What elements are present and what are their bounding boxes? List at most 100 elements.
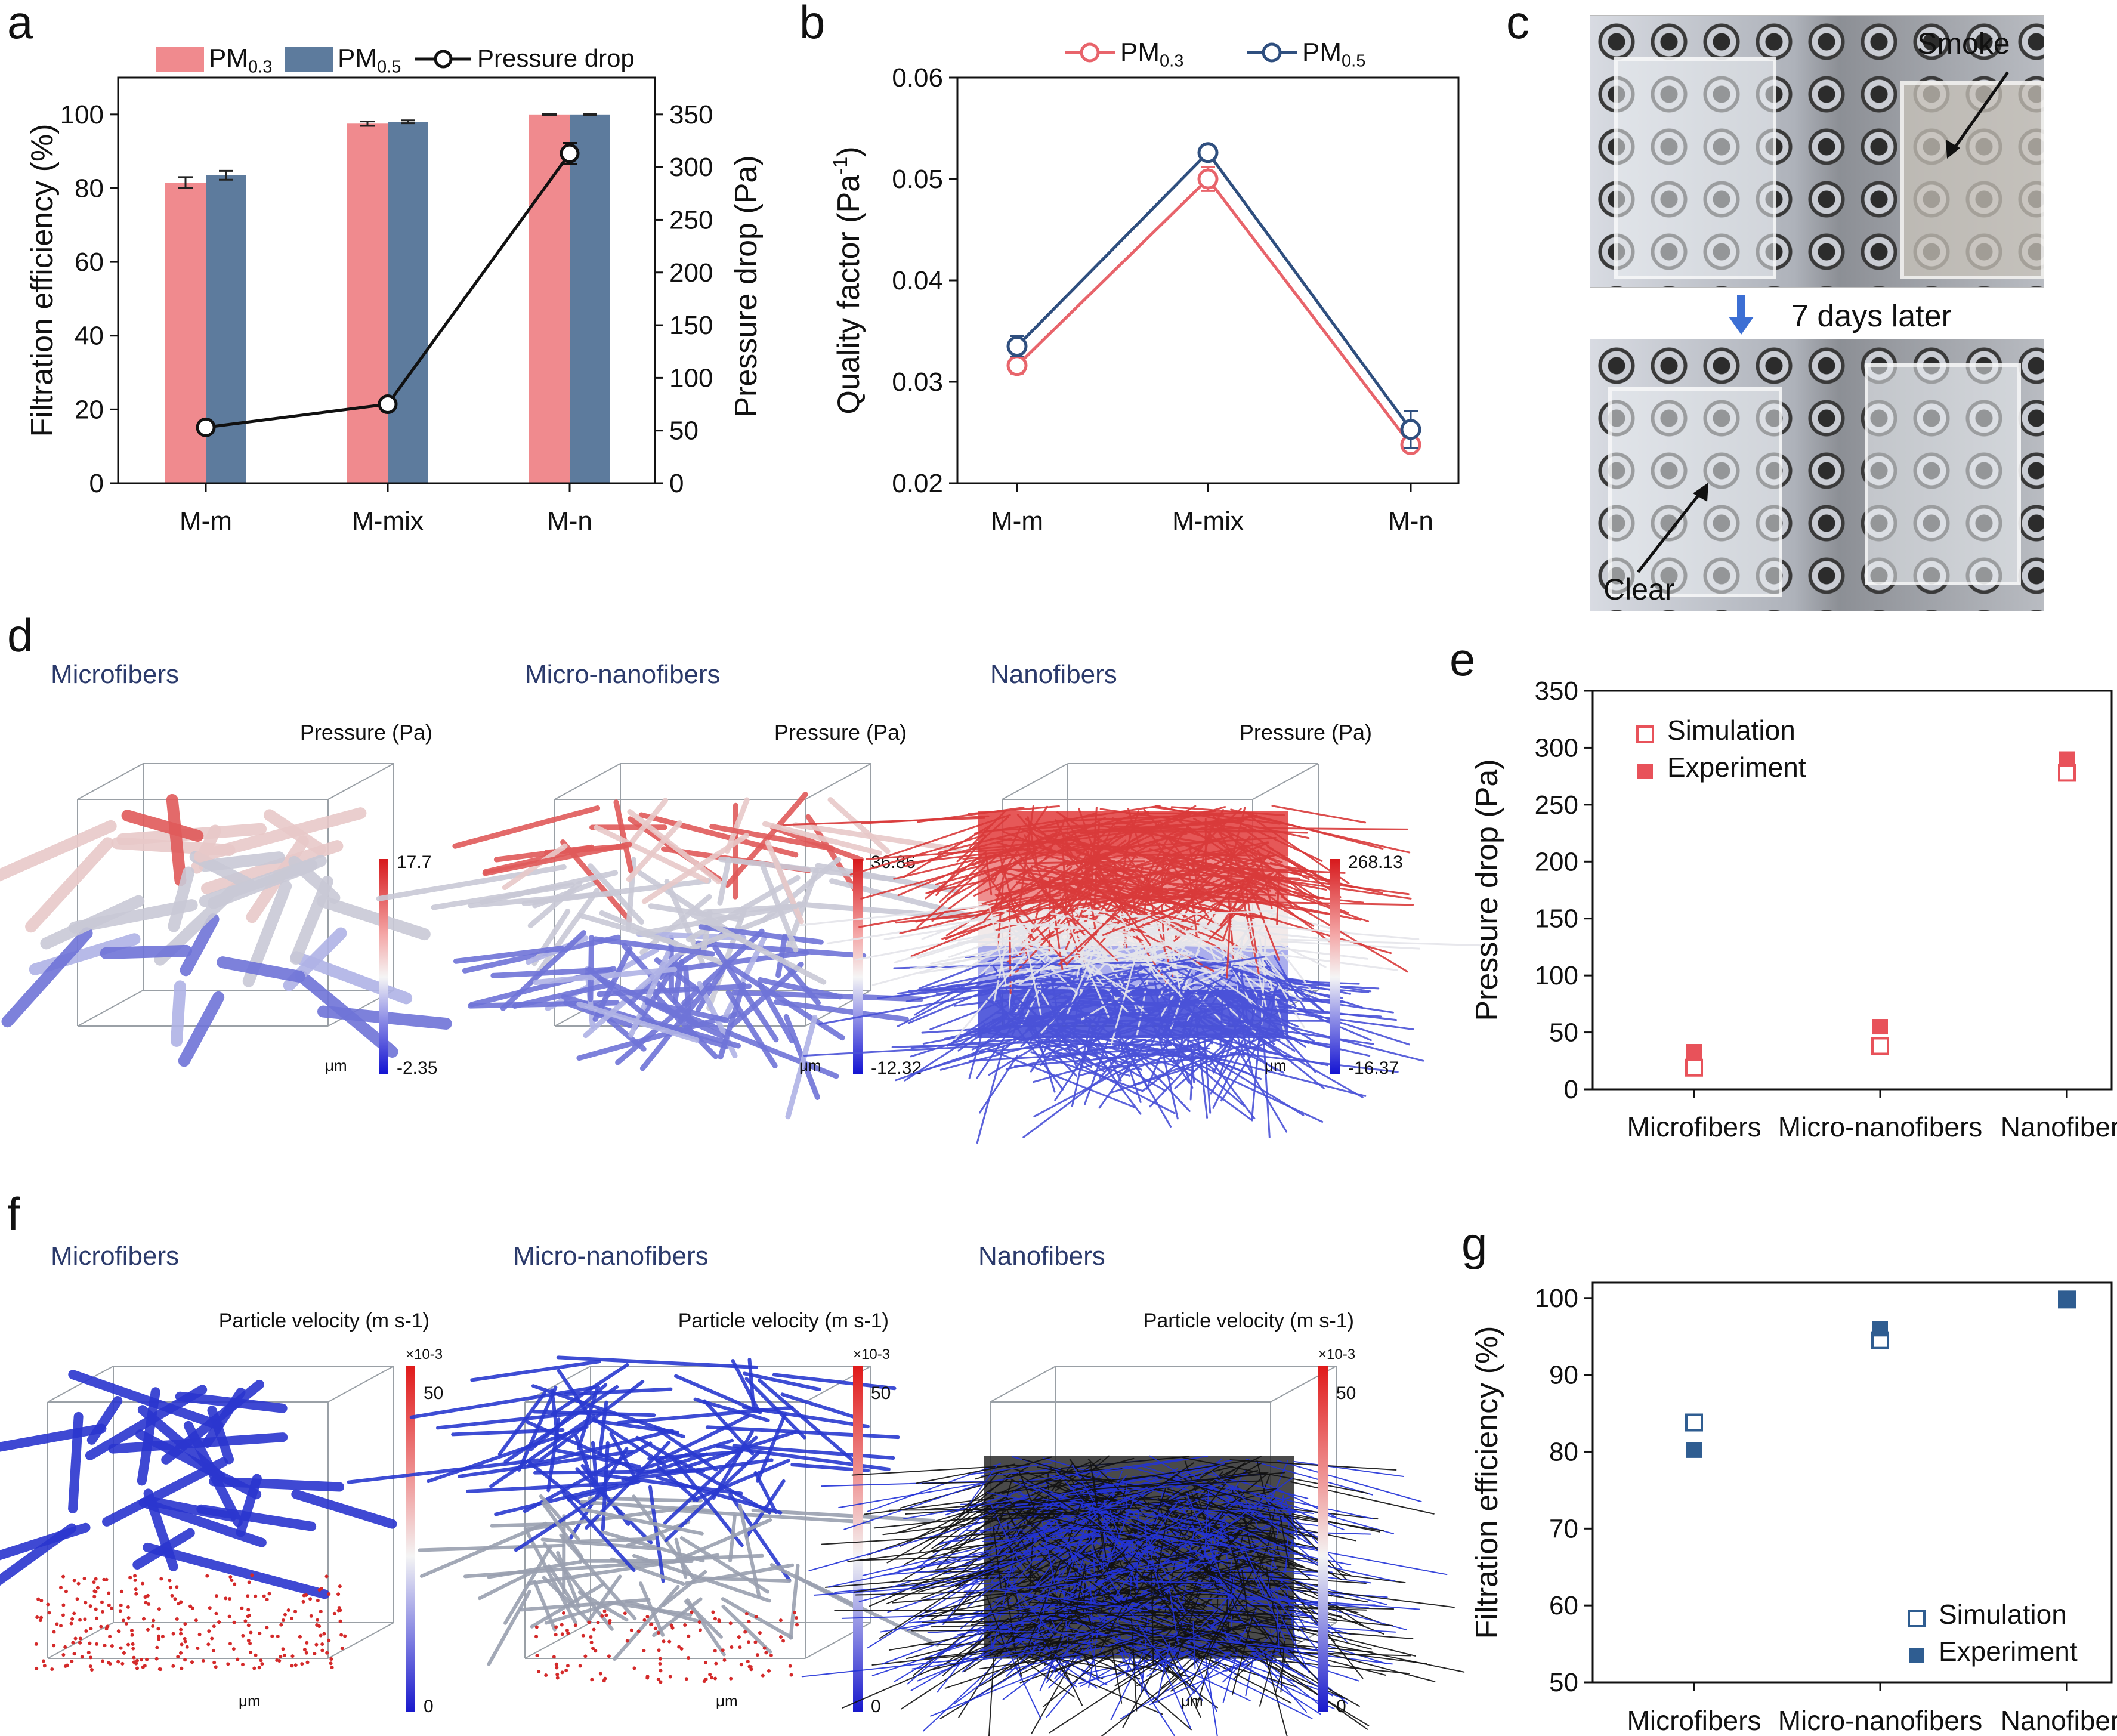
panel-f-render-2-fiber-875 xyxy=(1018,1471,1038,1516)
panel-f-particle-91 xyxy=(279,1623,283,1627)
panel-f-particle-102 xyxy=(86,1651,91,1655)
chart-b-legend-pm03-label: PM0.3 xyxy=(1120,38,1183,71)
panel-f-particle-159 xyxy=(243,1619,248,1623)
panel-f-particle-224 xyxy=(279,1655,283,1659)
panel-d-render-2-fiber-697 xyxy=(1189,1050,1194,1101)
panel-f-render-1-fiber-115 xyxy=(656,1414,750,1463)
panel-f-render-2-fiber-723 xyxy=(1061,1456,1190,1469)
panel-f-particle-31 xyxy=(259,1658,263,1663)
panel-d-render-0-fiber-3 xyxy=(180,913,220,977)
panel-f-particle-56 xyxy=(241,1633,245,1638)
panel-f-particle-113 xyxy=(338,1619,342,1623)
panel-f-render-2-fiber-805 xyxy=(1055,1471,1134,1557)
panel-f-render-2-fiber-722 xyxy=(1068,1551,1134,1616)
panel-f-particle-210 xyxy=(157,1667,162,1671)
panel-d-render-2-fiber-589 xyxy=(1146,929,1265,1010)
panel-f-particle-254 xyxy=(227,1614,231,1618)
panel-d-render-2-fiber-580 xyxy=(1052,901,1064,972)
panel-d-render-2-fiber-623 xyxy=(1149,856,1250,878)
panel-f-colorbar-min-1: 0 xyxy=(871,1697,881,1716)
panel-f-particle-74 xyxy=(52,1644,56,1648)
panel-f-particle-1-34 xyxy=(554,1662,558,1666)
panel-f-render-2-fiber-689 xyxy=(1250,1502,1322,1540)
panel-f-render-2-fiber-852 xyxy=(1102,1510,1203,1561)
panel-d-render-2-fiber-521 xyxy=(1223,995,1245,1057)
panel-f-particle-136 xyxy=(160,1635,165,1639)
panel-f-render-1-fiber-0 xyxy=(772,1373,897,1391)
panel-d-render-2-fiber-667 xyxy=(948,913,1073,958)
panel-f-render-2-fiber-680 xyxy=(1015,1637,1077,1688)
chart-g-legend-sim-label: Simulation xyxy=(1939,1599,2067,1630)
panel-f-particle-223 xyxy=(71,1641,75,1645)
panel-f-particle-49 xyxy=(179,1627,183,1632)
panel-f-particle-1-108 xyxy=(632,1666,636,1670)
panel-f-particle-189 xyxy=(194,1618,198,1623)
smoke-label: Smoke xyxy=(1917,27,2010,60)
panel-f-render-2-fiber-790 xyxy=(1053,1516,1098,1607)
panel-d-render-2-fiber-581 xyxy=(1153,1022,1216,1071)
panel-d-colorbar-min-0: -2.35 xyxy=(397,1058,437,1078)
panel-d-render-2-fiber-58 xyxy=(976,1046,1005,1144)
panel-d-render-2-fiber-560 xyxy=(894,928,1008,963)
panel-d-render-1-fiber-59 xyxy=(468,890,621,909)
panel-f-render-2-fiber-608 xyxy=(1068,1650,1191,1678)
panel-f-particle-92 xyxy=(69,1621,73,1626)
panel-d-box-1-grid-7 xyxy=(554,763,621,800)
panel-f-particle-251 xyxy=(214,1594,218,1598)
panel-letter-f: f xyxy=(7,1188,20,1240)
panel-d-render-2-fiber-443 xyxy=(1210,900,1414,906)
panel-f-render-2-fiber-770 xyxy=(985,1595,1007,1652)
panel-d-render-1-fiber-78 xyxy=(773,999,909,1023)
panel-f-render-2-fiber-758 xyxy=(1179,1589,1370,1609)
panel-d-render-2-fiber-513 xyxy=(882,814,1011,858)
panel-f-render-2-fiber-862 xyxy=(1022,1510,1144,1541)
panel-f-render-2-fiber-544 xyxy=(871,1628,1013,1676)
panel-f-render-1-fiber-127 xyxy=(621,1458,774,1482)
panel-d-render-2-fiber-668 xyxy=(1043,889,1118,962)
panel-d-render-2-fiber-689 xyxy=(1076,1004,1169,1051)
panel-f-particle-46 xyxy=(61,1603,66,1607)
panel-f-render-2-fiber-842 xyxy=(1201,1581,1244,1627)
panel-d-render-2-fiber-495 xyxy=(1273,955,1307,1012)
panel-d-render-0-fiber-15 xyxy=(166,793,187,886)
panel-f-particle-179 xyxy=(75,1597,79,1601)
panel-d-colorbar-title-2: Pressure (Pa) xyxy=(1240,720,1372,745)
panel-d-render-2-fiber-618 xyxy=(1141,849,1236,870)
chart-b-frame xyxy=(956,76,1460,484)
panel-f-render-2-fiber-632 xyxy=(1269,1548,1352,1566)
panel-f-render-2-fiber-781 xyxy=(1106,1536,1179,1618)
panel-f-title-1: Micro-nanofibers xyxy=(513,1241,709,1271)
smoke-arrow xyxy=(1946,71,2010,159)
panel-f-render-2-fiber-628 xyxy=(909,1606,1087,1624)
panel-d-box-0-grid-3 xyxy=(77,990,144,1027)
panel-f-render-2-fiber-884 xyxy=(911,1648,1064,1670)
panel-f-render-1-fiber-92 xyxy=(664,1451,761,1543)
panel-f-particle-236 xyxy=(210,1636,214,1641)
panel-f-render-2-fiber-543 xyxy=(1183,1469,1311,1545)
panel-f-render-2-fiber-535 xyxy=(1172,1510,1225,1589)
panel-d-render-2-fiber-412 xyxy=(1212,1051,1242,1109)
panel-f-render-2-fiber-434 xyxy=(1042,1650,1114,1707)
panel-f-render-2-fiber-605 xyxy=(917,1539,1042,1567)
panel-f-particle-202 xyxy=(286,1608,290,1612)
panel-f-render-2-fiber-787 xyxy=(1185,1652,1229,1701)
panel-f-particle-101 xyxy=(39,1599,44,1603)
panel-f-render-2-fiber-845 xyxy=(959,1471,1000,1518)
panel-f-particle-1-29 xyxy=(645,1676,650,1680)
panel-d-render-2-fiber-459 xyxy=(1130,1049,1191,1113)
panel-f-render-1-fiber-40 xyxy=(533,1580,557,1632)
panel-f-render-2-fiber-895 xyxy=(917,1626,1053,1682)
chart-b-point-1-2 xyxy=(1400,419,1421,440)
panel-f-particle-99 xyxy=(100,1610,104,1614)
panel-d-render-1-fiber-90 xyxy=(724,962,845,1041)
panel-f-box-0-grid-3 xyxy=(47,1622,114,1659)
panel-f-particle-26 xyxy=(258,1632,262,1636)
panel-d-render-2-fiber-642 xyxy=(1074,828,1182,885)
panel-f-particle-234 xyxy=(47,1611,51,1615)
panel-f-render-2-fiber-498 xyxy=(1010,1508,1082,1561)
panel-d-render-2-fiber-511 xyxy=(1219,975,1372,1042)
panel-f-particle-13 xyxy=(236,1657,240,1661)
panel-f-particle-134 xyxy=(156,1627,160,1631)
chart-e-legend-sim-marker xyxy=(1636,725,1654,743)
panel-f-particle-1-80 xyxy=(602,1609,607,1613)
